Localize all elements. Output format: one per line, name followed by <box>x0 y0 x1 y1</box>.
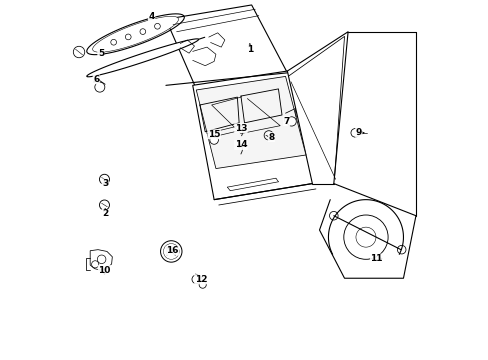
Circle shape <box>350 129 359 137</box>
Text: 6: 6 <box>93 75 99 84</box>
Text: 16: 16 <box>166 246 178 255</box>
Text: 13: 13 <box>234 124 246 133</box>
Circle shape <box>397 246 405 254</box>
Circle shape <box>73 46 84 58</box>
Polygon shape <box>192 71 312 200</box>
Text: 2: 2 <box>102 210 108 219</box>
Polygon shape <box>90 249 112 270</box>
Polygon shape <box>196 76 305 168</box>
Text: 15: 15 <box>207 130 220 139</box>
Text: 14: 14 <box>234 140 247 149</box>
Circle shape <box>209 136 218 144</box>
Text: 1: 1 <box>246 45 252 54</box>
Text: 11: 11 <box>370 254 382 263</box>
Text: 12: 12 <box>194 275 207 284</box>
Text: 8: 8 <box>267 132 274 141</box>
Text: 5: 5 <box>98 49 104 58</box>
Circle shape <box>286 117 296 126</box>
Text: 9: 9 <box>355 129 361 138</box>
Polygon shape <box>86 39 198 77</box>
Text: 7: 7 <box>283 117 289 126</box>
Text: 3: 3 <box>102 179 108 188</box>
Circle shape <box>329 211 337 220</box>
Text: 4: 4 <box>148 12 155 21</box>
Text: 10: 10 <box>98 266 110 275</box>
Polygon shape <box>165 5 287 89</box>
Circle shape <box>95 82 104 92</box>
Polygon shape <box>92 16 178 52</box>
